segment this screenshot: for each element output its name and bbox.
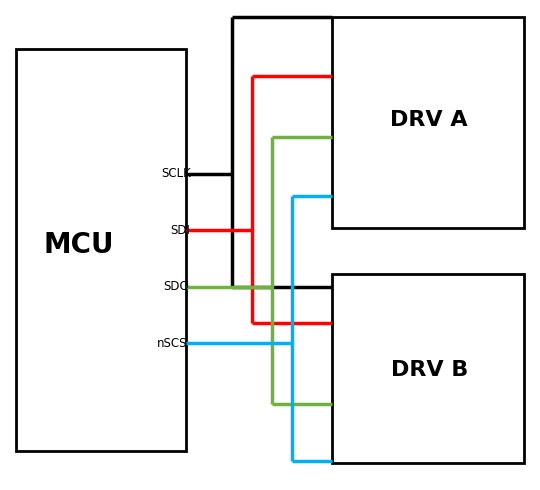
Text: DRV B: DRV B <box>390 360 468 380</box>
Text: SDO: SDO <box>163 280 189 293</box>
Text: DRV A: DRV A <box>390 110 468 130</box>
Bar <box>332 274 524 463</box>
Text: SDI: SDI <box>171 224 191 237</box>
Text: MCU: MCU <box>43 231 113 259</box>
Bar <box>16 49 186 451</box>
Text: SCLK: SCLK <box>161 168 191 180</box>
Text: nSCS: nSCS <box>157 337 187 349</box>
Bar <box>332 17 524 228</box>
